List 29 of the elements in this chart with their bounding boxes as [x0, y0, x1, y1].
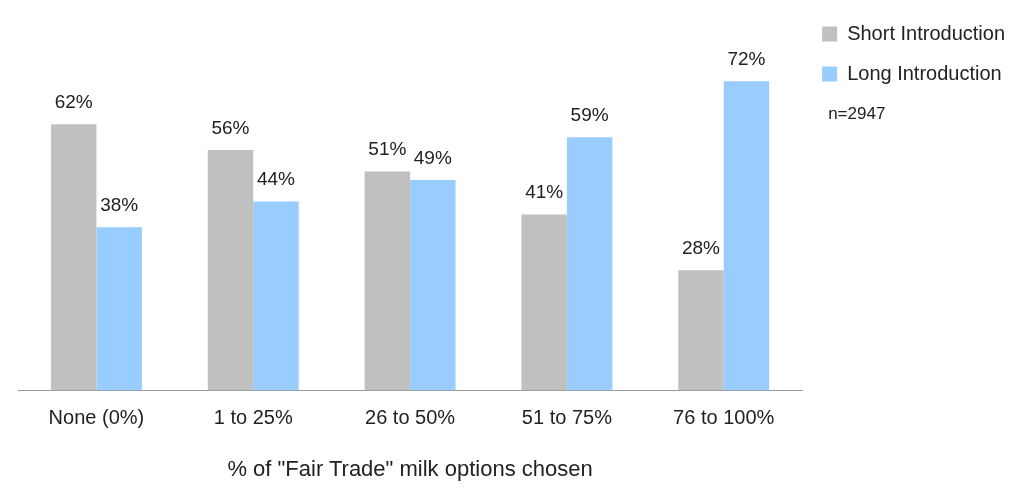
x-tick-label: 51 to 75%: [521, 406, 613, 429]
data-label: 59%: [570, 103, 609, 125]
bar: [678, 270, 724, 391]
x-tick-label: 1 to 25%: [213, 406, 293, 429]
bar: [521, 214, 567, 391]
x-axis-title: % of "Fair Trade" milk options chosen: [227, 455, 593, 481]
legend-label: Long Introduction: [847, 61, 1002, 84]
x-tick-label: 76 to 100%: [673, 406, 775, 429]
data-label: 56%: [211, 116, 250, 138]
bar: [566, 137, 613, 391]
bar: [253, 201, 299, 391]
data-label: 38%: [100, 194, 139, 216]
data-label: 51%: [368, 138, 407, 160]
bar: [207, 150, 254, 391]
data-label: 49%: [413, 146, 452, 168]
bar: [410, 180, 456, 391]
text: n=2947: [828, 104, 886, 124]
x-tick-label: None (0%): [48, 406, 145, 429]
x-tick-label: 26 to 50%: [365, 406, 456, 429]
data-label: 44%: [256, 168, 296, 190]
bar: [723, 81, 770, 391]
data-label: 72%: [727, 48, 766, 70]
data-label: 28%: [681, 237, 721, 259]
data-label: 62%: [54, 91, 93, 113]
bar: [364, 171, 411, 391]
bar: [50, 124, 97, 391]
data-label: 41%: [525, 181, 564, 203]
legend-label: Short Introduction: [847, 21, 1005, 44]
bar: [96, 227, 142, 391]
